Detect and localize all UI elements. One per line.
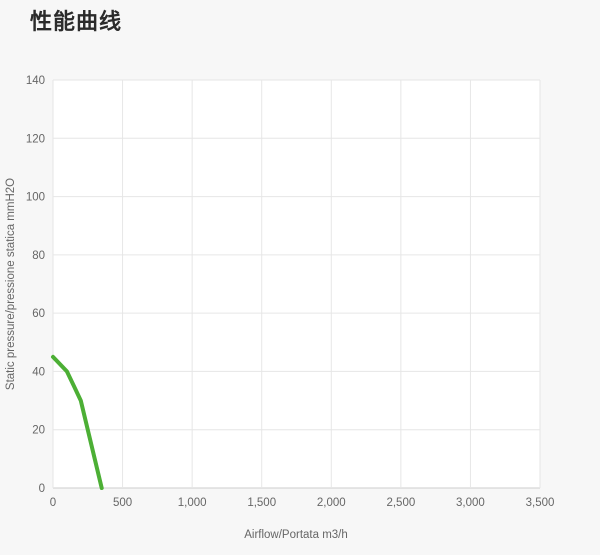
x-axis-title: Airflow/Portata m3/h [244,529,348,541]
x-tick-label: 1,500 [247,497,276,509]
y-axis-title: Static pressure/pressione statica mmH2O [5,178,17,390]
performance-chart-svg: 0 20 40 60 80 100 120 140 0 500 1,000 1,500 2,000 2,5… [5,75,555,541]
plot-area [53,80,540,488]
x-tick-label: 0 [50,497,56,509]
x-tick-label: 2,500 [386,497,415,509]
page-title: 性能曲线 [30,9,123,34]
series-performance-curve [51,354,104,490]
y-tick-label: 120 [26,133,45,145]
x-tick-label: 3,500 [526,497,555,509]
performance-chart: 0 20 40 60 80 100 120 140 0 500 1,000 1,500 2,000 2,5… [0,60,600,550]
y-tick-label: 20 [32,425,45,437]
y-tick-label: 60 [32,308,45,320]
x-tick-label: 1,000 [178,497,207,509]
grid-layer [52,79,541,489]
x-tick-label: 3,000 [456,497,485,509]
y-tick-label: 80 [32,250,45,262]
tick-layer: 0 20 40 60 80 100 120 140 0 500 1,000 1,500 2,000 2,5… [26,75,555,509]
x-tick-label: 500 [113,497,132,509]
y-tick-label: 140 [26,75,45,87]
y-tick-label: 100 [26,192,45,204]
x-tick-label: 2,000 [317,497,346,509]
series-layer [51,354,104,490]
y-tick-label: 40 [32,366,45,378]
y-tick-label: 0 [39,483,45,495]
